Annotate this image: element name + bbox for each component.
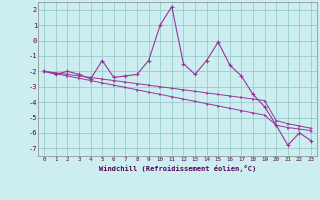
X-axis label: Windchill (Refroidissement éolien,°C): Windchill (Refroidissement éolien,°C) xyxy=(99,165,256,172)
